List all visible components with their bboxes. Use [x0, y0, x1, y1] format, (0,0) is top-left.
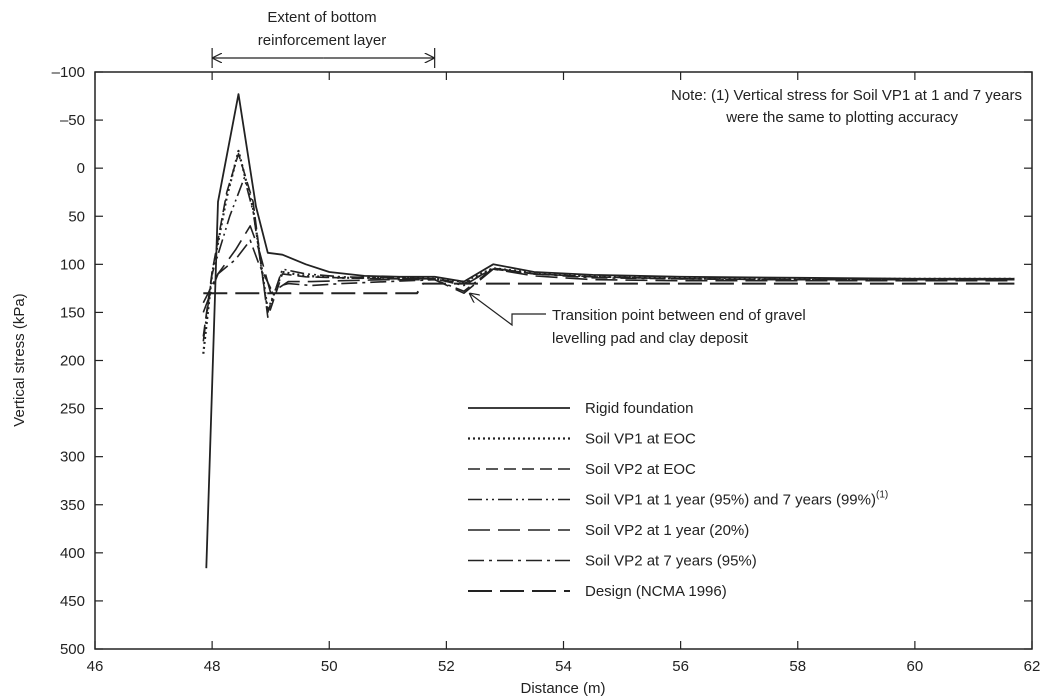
x-tick-label: 46: [87, 658, 104, 675]
y-tick-label: 250: [60, 401, 85, 418]
y-tick-label: 100: [60, 256, 85, 273]
y-tick-label: –50: [60, 112, 85, 129]
x-tick-label: 48: [204, 658, 221, 675]
legend-label-2: Soil VP1 at EOC: [585, 431, 696, 448]
legend-label-1: Rigid foundation: [585, 400, 693, 417]
x-tick-label: 56: [672, 658, 689, 675]
y-tick-label: 450: [60, 593, 85, 610]
x-tick-label: 58: [789, 658, 806, 675]
y-tick-label: 150: [60, 304, 85, 321]
note-line1: Note: (1) Vertical stress for Soil VP1 a…: [671, 87, 1022, 104]
bracket-label-line2: reinforcement layer: [258, 32, 386, 49]
reinforcement-bracket: Extent of bottom reinforcement layer: [211, 9, 436, 68]
note-annotation: Note: (1) Vertical stress for Soil VP1 a…: [671, 87, 1022, 126]
x-tick-label: 52: [438, 658, 455, 675]
legend-label-4: Soil VP1 at 1 year (95%) and 7 years (99…: [585, 490, 888, 509]
y-tick-label: 500: [60, 641, 85, 658]
y-tick-label: 50: [68, 208, 85, 225]
legend-label-7: Design (NCMA 1996): [585, 583, 727, 600]
note-line2: were the same to plotting accuracy: [725, 109, 958, 126]
transition-annotation: Transition point between end of gravel l…: [470, 294, 806, 347]
series-line-5: [202, 225, 1015, 313]
transition-line1: Transition point between end of gravel: [552, 307, 806, 324]
x-axis: 46 48 50 52 54 56 58 60 62: [87, 72, 1041, 675]
x-tick-label: 60: [907, 658, 924, 675]
y-tick-label: 350: [60, 497, 85, 514]
series-group: [202, 93, 1015, 569]
legend-label-6: Soil VP2 at 7 years (95%): [585, 553, 757, 570]
transition-line2: levelling pad and clay deposit: [552, 330, 749, 347]
x-axis-title: Distance (m): [520, 680, 605, 697]
x-tick-label: 62: [1024, 658, 1041, 675]
x-tick-label: 50: [321, 658, 338, 675]
series-line-7: [203, 282, 1015, 295]
x-tick-label: 54: [555, 658, 572, 675]
y-tick-label: –100: [52, 64, 85, 81]
plot-frame: [94, 71, 1033, 650]
y-axis: –100 –50 0 50 100 150 200 250 300 350 400 450 500: [52, 64, 1032, 658]
legend: Rigid foundation Soil VP1 at EOC Soil VP2 …: [468, 400, 888, 600]
y-tick-label: 0: [77, 160, 85, 177]
y-axis-title: Vertical stress (kPa): [11, 293, 28, 426]
legend-label-5: Soil VP2 at 1 year (20%): [585, 522, 749, 539]
series-line-6: [202, 239, 1015, 304]
y-tick-label: 400: [60, 545, 85, 562]
bracket-label-line1: Extent of bottom: [267, 9, 376, 26]
transition-leader-line: [470, 294, 546, 327]
legend-label-3: Soil VP2 at EOC: [585, 461, 696, 478]
y-tick-label: 300: [60, 449, 85, 466]
y-tick-label: 200: [60, 353, 85, 370]
